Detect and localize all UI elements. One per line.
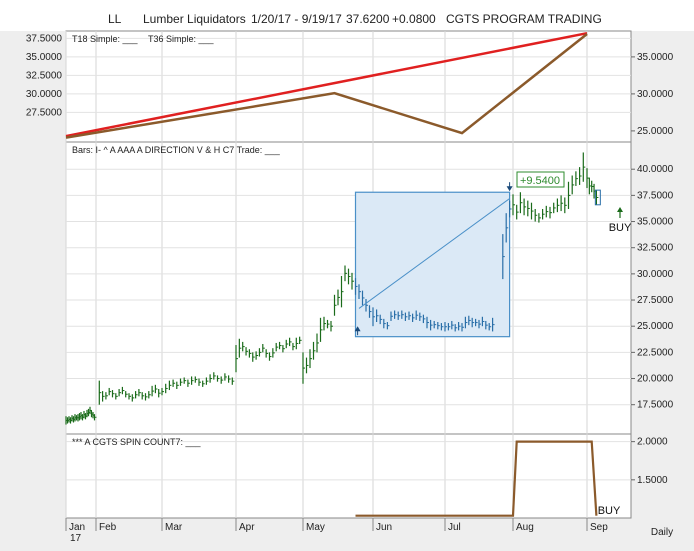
program-name: CGTS PROGRAM TRADING	[446, 12, 602, 26]
price-tick: 20.0000	[637, 374, 674, 385]
month-label-sep: Sep	[590, 522, 608, 533]
osc-tick: 1.5000	[637, 475, 668, 486]
osc-left-gutter	[0, 434, 66, 518]
month-label-may: May	[306, 522, 325, 533]
top-right-tick: 30.0000	[637, 89, 674, 100]
company-name: Lumber Liquidators	[143, 12, 246, 26]
price-tick: 27.5000	[637, 295, 674, 306]
price-tick: 32.5000	[637, 243, 674, 254]
spin-count-legend: *** A CGTS SPIN COUNT7: ___	[72, 437, 202, 447]
price-tick: 35.0000	[637, 217, 674, 228]
osc-tick: 2.0000	[637, 437, 668, 448]
oscillator-panel	[65, 433, 632, 519]
top-right-tick: 25.0000	[637, 126, 674, 137]
price-change: +0.0800	[392, 12, 436, 26]
date-range: 1/20/17 - 9/19/17	[251, 12, 342, 26]
symbol: LL	[108, 12, 122, 26]
trade-box-layer	[354, 191, 511, 338]
price-tick: 30.0000	[637, 269, 674, 280]
price-tick: 17.5000	[637, 400, 674, 411]
bars-legend: Bars: I- ^ A AAA A DIRECTION V & H C7 Tr…	[72, 145, 281, 155]
period-label: Daily	[651, 527, 673, 538]
marks-layer	[65, 31, 601, 517]
top-left-tick: 27.5000	[26, 107, 63, 118]
price-buy-label: BUY	[609, 222, 632, 234]
t36-legend: T36 Simple: ___	[148, 34, 215, 44]
year-label: 17	[70, 533, 82, 544]
month-label-jun: Jun	[376, 522, 392, 533]
grid-layer	[65, 31, 635, 531]
trade-box	[354, 191, 511, 338]
buy-arrow-head	[617, 207, 623, 212]
top-right-tick: 35.0000	[637, 52, 674, 63]
trade-trendline	[358, 198, 510, 309]
month-label-aug: Aug	[516, 522, 534, 533]
month-label-apr: Apr	[239, 522, 255, 533]
t18-line	[65, 31, 588, 138]
price-right-gutter	[631, 142, 694, 434]
price-tick: 22.5000	[637, 347, 674, 358]
gain-label: +9.5400	[520, 175, 560, 187]
price-panel	[65, 141, 632, 435]
entry-arrow-head	[354, 326, 361, 332]
price-tick: 25.0000	[637, 321, 674, 332]
t18-legend: T18 Simple: ___	[72, 34, 139, 44]
price-tick: 40.0000	[637, 164, 674, 175]
top-left-tick: 37.5000	[26, 33, 63, 44]
top-right-gutter	[631, 31, 694, 142]
month-label-jan: Jan	[69, 522, 85, 533]
price-left-gutter	[0, 142, 66, 434]
top-left-tick: 30.0000	[26, 89, 63, 100]
osc-right-gutter	[631, 434, 694, 518]
gain-label-box	[516, 171, 565, 188]
last-bar-marker	[594, 189, 601, 206]
month-label-mar: Mar	[165, 522, 183, 533]
osc-buy-label: BUY	[598, 505, 621, 517]
chart-title-bar: LL Lumber Liquidators 1/20/17 - 9/19/17 …	[0, 0, 694, 30]
tick-labels: Jan Feb Mar Apr May Jun Jul Aug Sep 37.5000 35.000…	[26, 33, 674, 533]
month-label-feb: Feb	[99, 522, 117, 533]
price-tick: 37.5000	[637, 190, 674, 201]
t36-line	[65, 33, 588, 139]
spin-count-line	[355, 440, 598, 517]
top-left-gutter	[0, 31, 66, 142]
top-panel	[65, 30, 632, 143]
exit-arrow-head	[506, 186, 513, 192]
top-left-tick: 35.0000	[26, 52, 63, 63]
axis-band	[0, 518, 694, 551]
month-label-jul: Jul	[448, 522, 461, 533]
top-left-tick: 32.5000	[26, 70, 63, 81]
last-price: 37.6200	[346, 12, 390, 26]
